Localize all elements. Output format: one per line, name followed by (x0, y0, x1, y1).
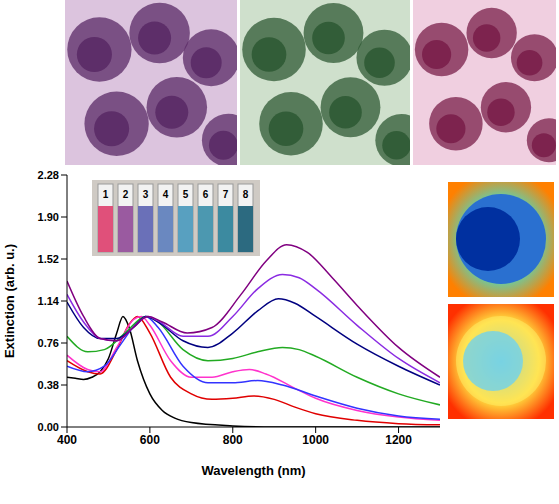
svg-text:Wavelength (nm): Wavelength (nm) (201, 463, 305, 478)
svg-text:8: 8 (243, 189, 249, 200)
svg-text:4: 4 (163, 189, 169, 200)
svg-text:1.90: 1.90 (38, 211, 59, 223)
svg-text:Extinction (arb. u.): Extinction (arb. u.) (2, 244, 17, 358)
svg-text:5: 5 (183, 189, 189, 200)
svg-text:2: 2 (123, 189, 129, 200)
svg-text:600: 600 (140, 433, 160, 447)
svg-text:400: 400 (57, 433, 77, 447)
svg-text:0.38: 0.38 (38, 379, 59, 391)
svg-text:0.00: 0.00 (38, 421, 59, 433)
svg-text:1000: 1000 (302, 433, 329, 447)
svg-text:2.28: 2.28 (38, 169, 59, 181)
svg-text:1: 1 (103, 189, 109, 200)
svg-text:0.76: 0.76 (38, 337, 59, 349)
svg-text:6: 6 (203, 189, 209, 200)
svg-text:7: 7 (223, 189, 229, 200)
svg-text:3: 3 (143, 189, 149, 200)
svg-text:1200: 1200 (385, 433, 412, 447)
svg-text:1.52: 1.52 (38, 253, 59, 265)
svg-text:800: 800 (223, 433, 243, 447)
svg-text:1.14: 1.14 (38, 295, 60, 307)
